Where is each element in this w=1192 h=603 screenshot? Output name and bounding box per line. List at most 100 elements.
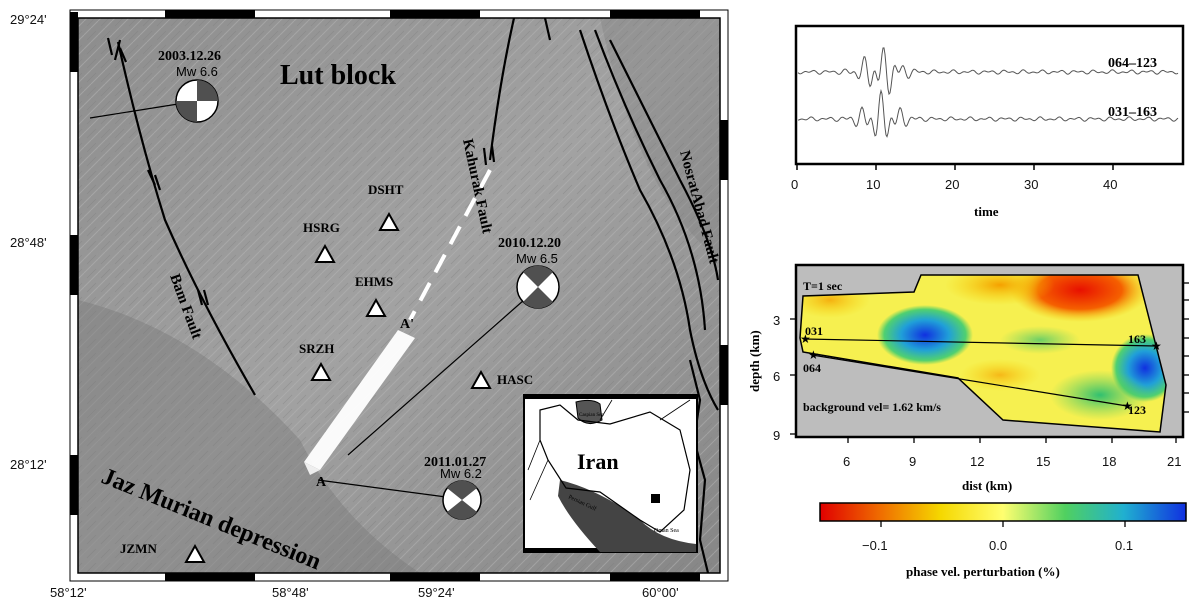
nosratabad-fault-line	[578, 29, 719, 411]
section-x-tick: 6	[843, 454, 850, 469]
lat-tick: 29°24'	[10, 12, 47, 27]
station-star-icon: ★	[1151, 339, 1162, 353]
rupture-zone	[304, 330, 415, 470]
waveform-frame	[794, 24, 1185, 166]
section-x-tick: 18	[1102, 454, 1116, 469]
station-triangle-icon	[378, 211, 400, 231]
period-label: T=1 sec	[803, 279, 843, 293]
station-marker[interactable]: EHMS	[355, 274, 393, 317]
mountain-shading	[78, 300, 420, 573]
station-marker[interactable]: JZMN	[120, 541, 206, 563]
region-label: Lut block	[280, 60, 396, 91]
model-outline	[799, 274, 1167, 433]
colorbar: −0.1 0.0 0.1 phase vel. perturbation (%)	[819, 502, 1187, 579]
event-date: 2011.01.27	[424, 455, 486, 470]
station-marker[interactable]: DSHT	[368, 182, 404, 231]
section-station-label: 064	[803, 361, 821, 375]
station-triangle-icon	[184, 543, 206, 563]
station-label: HSRG	[303, 220, 340, 235]
colorbar-tick: 0.1	[1115, 538, 1133, 553]
station-star-icon: ★	[1122, 399, 1133, 413]
section-station-label: 163	[1128, 332, 1146, 346]
iran-outline	[539, 404, 691, 533]
colorbar-tick: −0.1	[862, 538, 888, 553]
station-marker[interactable]: HSRG	[303, 220, 340, 263]
background-velocity-label: background vel= 1.62 km/s	[803, 400, 941, 414]
station-star-icon: ★	[800, 332, 811, 346]
waveform-panel: 064–123 031–163 0 10 20 30 40 time	[791, 24, 1185, 219]
ray-path-064-123	[811, 354, 1128, 407]
section-ylabel: depth (km)	[747, 330, 762, 392]
waveform-x-tick: 40	[1103, 177, 1117, 192]
lon-tick: 58°12'	[50, 585, 87, 600]
section-x-tick: 21	[1167, 454, 1181, 469]
bam-fault-line	[116, 41, 256, 396]
section-y-tick: 6	[773, 369, 780, 384]
inset-oman-label: Oman Sea	[654, 528, 679, 534]
colorbar-gradient	[819, 502, 1187, 522]
kahurak-fault-line	[488, 17, 516, 161]
station-marker[interactable]: SRZH	[299, 341, 334, 381]
station-triangle-icon	[470, 369, 492, 389]
velocity-section-panel: ★ ★ ★ ★ 031 064 163 123 T=1 sec backgrou…	[747, 263, 1189, 493]
lon-tick: 59°24'	[418, 585, 455, 600]
event-magnitude: Mw 6.6	[176, 64, 218, 79]
waveform-xlabel: time	[974, 204, 999, 219]
colorbar-tick: 0.0	[989, 538, 1007, 553]
focal-mechanisms: 2003.12.26 Mw 6.6 2010.12.20 Mw 6.5 2011…	[89, 49, 561, 520]
event-date: 2010.12.20	[498, 236, 561, 251]
map-panel: 29°24' 28°48' 28°12' 58°12' 58°48' 59°24…	[10, 9, 729, 600]
waveform-x-tick: 0	[791, 177, 798, 192]
rupture-tip	[304, 462, 320, 475]
waveform-x-tick: 20	[945, 177, 959, 192]
section-station-label: 123	[1128, 403, 1146, 417]
stations: DSHT HSRG EHMS SRZH HASC JZMN	[120, 182, 533, 563]
fault-lines	[106, 17, 720, 574]
waveform-trace	[797, 47, 1179, 96]
ray-path-031-163	[803, 338, 1157, 347]
gulf-water	[558, 480, 696, 552]
inset-country-label: Iran	[577, 449, 619, 474]
station-label: SRZH	[299, 341, 334, 356]
station-label: EHMS	[355, 274, 393, 289]
profile-end-label: A'	[400, 317, 414, 332]
event-2011[interactable]: 2011.01.27 Mw 6.2	[317, 455, 486, 520]
station-triangle-icon	[310, 361, 332, 381]
lon-tick: 60°00'	[642, 585, 679, 600]
trace-label: 064–123	[1108, 56, 1157, 71]
slow-anomaly	[1010, 275, 1150, 322]
event-2003[interactable]: 2003.12.26 Mw 6.6	[89, 49, 221, 123]
section-station-label: 031	[805, 324, 823, 338]
event-magnitude: Mw 6.2	[440, 466, 482, 481]
section-xlabel: dist (km)	[962, 478, 1012, 493]
waveform-x-tick: 30	[1024, 177, 1038, 192]
station-label: JZMN	[120, 541, 157, 556]
event-2010[interactable]: 2010.12.20 Mw 6.5	[347, 236, 561, 456]
lat-tick: 28°48'	[10, 235, 47, 250]
event-date: 2003.12.26	[158, 49, 221, 64]
section-y-tick: 9	[773, 428, 780, 443]
lat-tick: 28°12'	[10, 457, 47, 472]
section-y-ticks	[790, 282, 1189, 435]
event-magnitude: Mw 6.5	[516, 251, 558, 266]
section-x-tick: 15	[1036, 454, 1050, 469]
ray-stations: ★ ★ ★ ★	[800, 332, 1162, 413]
station-label: DSHT	[368, 182, 404, 197]
caspian-sea	[575, 399, 603, 424]
station-triangle-icon	[314, 243, 336, 263]
section-x-ticks	[847, 437, 1177, 443]
station-label: HASC	[497, 372, 533, 387]
frame-ticks	[70, 10, 728, 581]
inset-map: Iran Caspian Sea Persian Gulf Oman Sea	[523, 394, 698, 553]
waveform-x-tick: 10	[866, 177, 880, 192]
trace-label: 031–163	[1108, 105, 1157, 120]
study-area-marker	[651, 494, 660, 503]
profile-end-label: A	[316, 475, 327, 490]
section-y-tick: 3	[773, 313, 780, 328]
section-x-tick: 9	[909, 454, 916, 469]
inset-caspian-label: Caspian Sea	[579, 413, 604, 418]
lon-tick: 58°48'	[272, 585, 309, 600]
section-x-tick: 12	[970, 454, 984, 469]
station-marker[interactable]: HASC	[470, 369, 533, 389]
